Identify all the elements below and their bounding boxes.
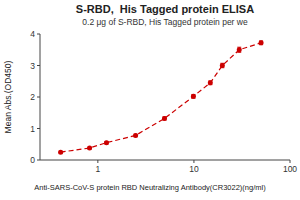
marker <box>104 140 109 145</box>
y-tick-label: 1 <box>30 124 35 134</box>
marker <box>133 133 138 138</box>
marker <box>87 146 92 151</box>
x-tick <box>290 160 291 163</box>
marker <box>162 116 167 121</box>
x-axis-label: Anti-SARS-CoV-S protein RBD Neutralizing… <box>34 183 266 192</box>
title: S-RBD, His Tagged protein ELISA <box>76 3 254 15</box>
error-bar <box>259 41 263 45</box>
marker <box>220 63 225 68</box>
x-tick-label: 10 <box>189 164 199 174</box>
marker <box>259 40 264 45</box>
error-bar <box>220 63 224 67</box>
y-tick-label: 0 <box>30 155 35 165</box>
y-tick <box>37 128 40 129</box>
axes: 1 10 100 0 1 2 3 4 <box>30 29 297 174</box>
y-tick-label: 2 <box>30 92 35 102</box>
x-axis-line <box>40 160 290 161</box>
y-tick-label: 3 <box>30 61 35 71</box>
y-axis-label: Mean Abs.(OD450) <box>3 60 13 133</box>
y-tick-label: 4 <box>30 29 35 39</box>
x-tick-label: 100 <box>283 164 297 174</box>
error-bar <box>162 117 166 120</box>
x-tick <box>97 160 98 163</box>
error-bar <box>191 94 195 98</box>
marker <box>237 47 242 52</box>
subtitle: 0.2 μg of S-RBD, His Tagged protein per … <box>82 17 248 27</box>
x-tick <box>193 160 194 163</box>
plot-area <box>58 40 263 154</box>
marker <box>191 94 196 99</box>
error-bar <box>208 81 212 85</box>
y-tick <box>37 97 40 98</box>
y-tick <box>37 34 40 35</box>
error-bar <box>237 47 241 52</box>
line <box>61 43 261 152</box>
chart: S-RBD, His Tagged protein ELISA 0.2 μg of… <box>0 0 300 200</box>
y-tick <box>37 65 40 66</box>
marker <box>208 80 213 85</box>
x-tick-label: 1 <box>95 164 100 174</box>
marker <box>58 150 63 155</box>
y-tick <box>37 160 40 161</box>
